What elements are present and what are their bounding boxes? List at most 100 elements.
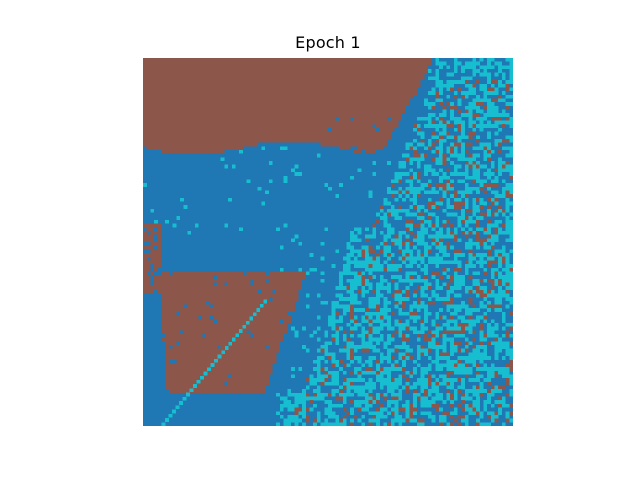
heatmap-cell — [250, 345, 255, 349]
heatmap-cell — [287, 105, 292, 110]
heatmap-cell — [209, 109, 214, 114]
heatmap-cell — [198, 146, 203, 151]
heatmap-cell — [476, 286, 480, 290]
heatmap-cell — [427, 297, 432, 301]
heatmap-cell — [165, 300, 169, 305]
heatmap-cell — [324, 83, 329, 88]
heatmap-cell — [205, 98, 210, 103]
heatmap-cell — [424, 319, 428, 324]
heatmap-cell — [161, 80, 166, 84]
heatmap-cell — [305, 98, 310, 103]
heatmap-cell — [394, 234, 399, 239]
heatmap-cell — [472, 113, 477, 117]
heatmap-cell — [376, 87, 380, 92]
heatmap-cell — [265, 105, 269, 110]
heatmap-cell — [339, 127, 343, 132]
heatmap-cell — [220, 345, 225, 349]
heatmap-cell — [435, 253, 440, 257]
heatmap-cell — [461, 142, 465, 147]
heatmap-cell — [176, 367, 181, 371]
heatmap-cell — [154, 275, 158, 279]
heatmap-cell — [420, 219, 425, 224]
heatmap-cell — [446, 293, 451, 298]
heatmap-cell — [213, 76, 218, 81]
heatmap-cell — [172, 223, 177, 228]
heatmap-cell — [331, 304, 336, 309]
heatmap-cell — [161, 311, 166, 316]
heatmap-cell — [383, 138, 388, 143]
heatmap-cell — [246, 337, 251, 342]
heatmap-cell — [257, 300, 262, 305]
heatmap-cell — [361, 142, 366, 147]
heatmap-cell — [268, 109, 273, 114]
heatmap-cell — [235, 146, 240, 151]
heatmap-cell — [231, 330, 236, 335]
heatmap-cell — [398, 175, 403, 180]
heatmap-cell — [368, 131, 373, 136]
heatmap-cell — [416, 116, 421, 121]
heatmap-cell — [328, 120, 332, 125]
heatmap-cell — [476, 161, 480, 165]
heatmap-cell — [509, 124, 513, 128]
heatmap-cell — [191, 105, 195, 110]
heatmap-cell — [331, 120, 336, 125]
heatmap-cell — [350, 345, 354, 349]
heatmap-cell — [494, 194, 499, 198]
heatmap-cell — [176, 363, 181, 368]
heatmap-cell — [376, 363, 380, 368]
heatmap-cell — [398, 87, 403, 92]
heatmap-cell — [187, 378, 192, 382]
heatmap-cell — [509, 334, 513, 338]
heatmap-cell — [183, 356, 188, 360]
heatmap-cell — [357, 168, 362, 173]
heatmap-cell — [165, 308, 169, 312]
heatmap-cell — [246, 378, 251, 382]
heatmap-cell — [361, 275, 366, 279]
heatmap-cell — [268, 345, 273, 349]
heatmap-cell — [228, 322, 232, 327]
heatmap-cell — [368, 113, 373, 117]
heatmap-cell — [309, 378, 314, 382]
heatmap-cell — [254, 113, 258, 117]
heatmap-cell — [265, 374, 269, 379]
heatmap-cell — [198, 271, 203, 276]
heatmap-cell — [161, 315, 166, 320]
heatmap-cell — [509, 150, 513, 154]
heatmap-cell — [191, 385, 195, 390]
heatmap-cell — [472, 271, 477, 276]
heatmap-cell — [416, 157, 421, 162]
heatmap-cell — [353, 142, 358, 147]
heatmap-cell — [339, 135, 343, 140]
heatmap-cell — [205, 80, 210, 84]
heatmap-cell — [416, 304, 421, 309]
heatmap-cell — [453, 135, 458, 140]
heatmap-cell — [194, 113, 199, 117]
heatmap-cell — [302, 98, 306, 103]
heatmap-cell — [213, 345, 218, 349]
heatmap-cell — [276, 61, 280, 66]
heatmap-cell — [194, 65, 199, 70]
heatmap-cell — [194, 278, 199, 283]
heatmap-cell — [442, 363, 447, 368]
heatmap-cell — [183, 105, 188, 110]
heatmap-cell — [461, 91, 465, 95]
heatmap-cell — [487, 120, 491, 125]
heatmap-cell — [468, 311, 473, 316]
heatmap-cell — [464, 242, 469, 246]
heatmap-cell — [472, 264, 477, 268]
heatmap-cell — [457, 116, 462, 121]
heatmap-cell — [242, 69, 247, 73]
heatmap-cell — [279, 322, 284, 327]
heatmap-cell — [239, 374, 243, 379]
heatmap-cell — [398, 319, 403, 324]
heatmap-cell — [217, 326, 221, 331]
heatmap-cell — [302, 135, 306, 140]
heatmap-cell — [180, 319, 184, 324]
heatmap-cell — [220, 58, 225, 62]
heatmap-cell — [220, 286, 225, 290]
heatmap-cell — [239, 311, 243, 316]
heatmap-cell — [416, 172, 421, 176]
heatmap-cell — [431, 142, 436, 147]
heatmap-cell — [220, 72, 225, 77]
heatmap-cell — [161, 293, 166, 298]
